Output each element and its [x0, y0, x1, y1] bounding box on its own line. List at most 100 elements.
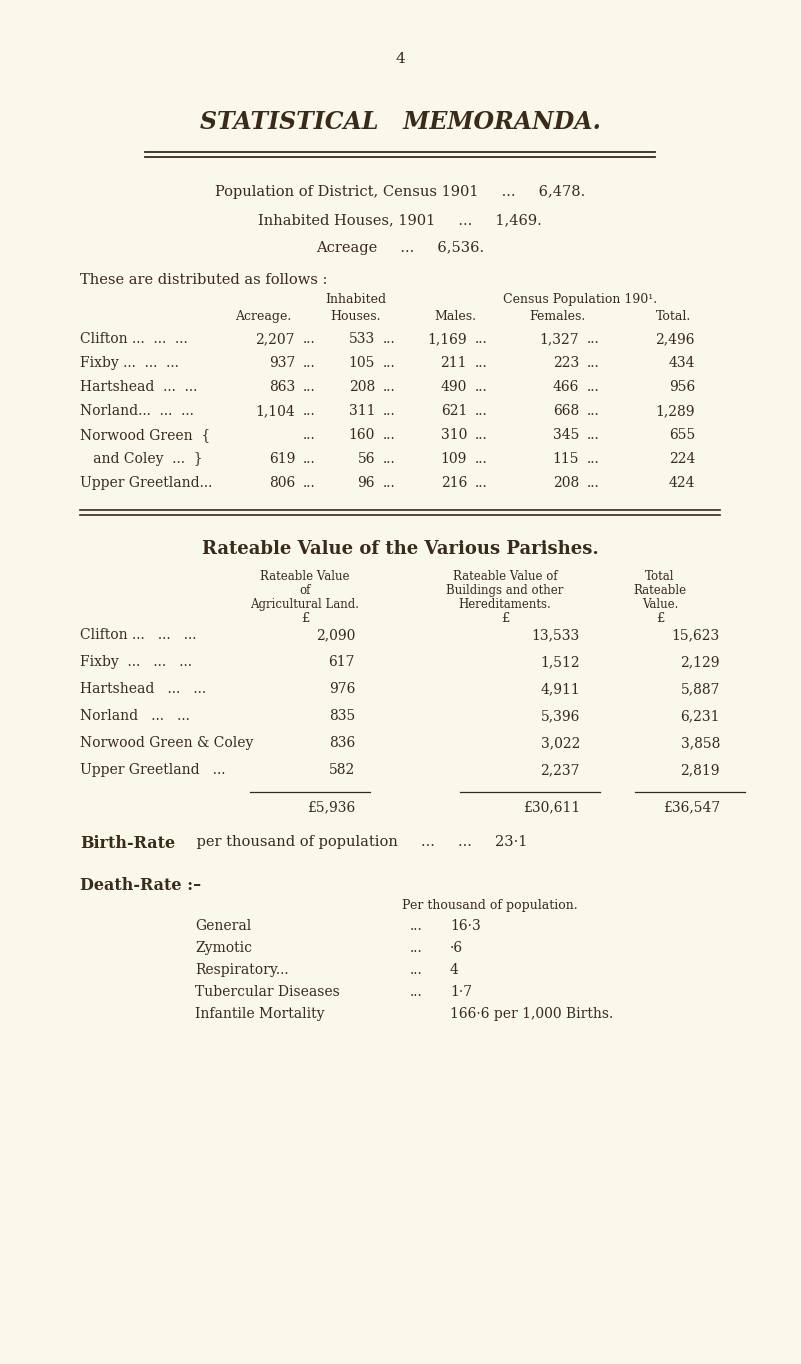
- Text: 208: 208: [348, 381, 375, 394]
- Text: Hereditaments.: Hereditaments.: [459, 597, 551, 611]
- Text: Total.: Total.: [656, 310, 691, 323]
- Text: Birth-Rate: Birth-Rate: [80, 835, 175, 852]
- Text: ...: ...: [587, 404, 600, 417]
- Text: ...: ...: [383, 428, 396, 442]
- Text: 2,237: 2,237: [541, 762, 580, 777]
- Text: 2,090: 2,090: [316, 627, 355, 642]
- Text: 56: 56: [357, 451, 375, 466]
- Text: Buildings and other: Buildings and other: [446, 584, 564, 597]
- Text: £30,611: £30,611: [523, 801, 580, 814]
- Text: ...: ...: [475, 428, 488, 442]
- Text: ...: ...: [383, 451, 396, 466]
- Text: 1,289: 1,289: [655, 404, 695, 417]
- Text: Rateable Value: Rateable Value: [260, 570, 350, 582]
- Text: 208: 208: [553, 476, 579, 490]
- Text: ...: ...: [410, 941, 423, 955]
- Text: Rateable: Rateable: [634, 584, 686, 597]
- Text: Population of District, Census 1901     ...     6,478.: Population of District, Census 1901 ... …: [215, 186, 585, 199]
- Text: ...: ...: [410, 919, 423, 933]
- Text: £: £: [501, 612, 509, 625]
- Text: 311: 311: [348, 404, 375, 417]
- Text: ...: ...: [475, 476, 488, 490]
- Text: 4: 4: [450, 963, 459, 977]
- Text: ...: ...: [410, 963, 423, 977]
- Text: 582: 582: [328, 762, 355, 777]
- Text: 345: 345: [553, 428, 579, 442]
- Text: These are distributed as follows :: These are distributed as follows :: [80, 273, 328, 286]
- Text: 621: 621: [441, 404, 467, 417]
- Text: 835: 835: [328, 709, 355, 723]
- Text: 96: 96: [357, 476, 375, 490]
- Text: per thousand of population     ...     ...     23·1: per thousand of population ... ... 23·1: [192, 835, 527, 848]
- Text: 619: 619: [268, 451, 295, 466]
- Text: 836: 836: [328, 737, 355, 750]
- Text: 16·3: 16·3: [450, 919, 481, 933]
- Text: ...: ...: [303, 331, 316, 346]
- Text: £: £: [301, 612, 309, 625]
- Text: Clifton ...   ...   ...: Clifton ... ... ...: [80, 627, 196, 642]
- Text: Tubercular Diseases: Tubercular Diseases: [195, 985, 340, 998]
- Text: 533: 533: [348, 331, 375, 346]
- Text: General: General: [195, 919, 252, 933]
- Text: 216: 216: [441, 476, 467, 490]
- Text: STATISTICAL   MEMORANDA.: STATISTICAL MEMORANDA.: [199, 110, 601, 134]
- Text: 1·7: 1·7: [450, 985, 472, 998]
- Text: £36,547: £36,547: [662, 801, 720, 814]
- Text: Zymotic: Zymotic: [195, 941, 252, 955]
- Text: Rateable Value of the Various Parishes.: Rateable Value of the Various Parishes.: [202, 540, 598, 558]
- Text: Death-Rate :–: Death-Rate :–: [80, 877, 201, 893]
- Text: 211: 211: [441, 356, 467, 370]
- Text: 5,396: 5,396: [541, 709, 580, 723]
- Text: 2,496: 2,496: [655, 331, 695, 346]
- Text: 166·6 per 1,000 Births.: 166·6 per 1,000 Births.: [450, 1007, 614, 1022]
- Text: ...: ...: [383, 404, 396, 417]
- Text: ·6: ·6: [450, 941, 463, 955]
- Text: 310: 310: [441, 428, 467, 442]
- Text: ...: ...: [303, 381, 316, 394]
- Text: ...: ...: [587, 476, 600, 490]
- Text: Respiratory...: Respiratory...: [195, 963, 288, 977]
- Text: ...: ...: [303, 428, 316, 442]
- Text: ...: ...: [475, 451, 488, 466]
- Text: 2,207: 2,207: [256, 331, 295, 346]
- Text: 466: 466: [553, 381, 579, 394]
- Text: ...: ...: [475, 404, 488, 417]
- Text: £5,936: £5,936: [307, 801, 355, 814]
- Text: 1,512: 1,512: [541, 655, 580, 668]
- Text: ...: ...: [475, 356, 488, 370]
- Text: 1,327: 1,327: [539, 331, 579, 346]
- Text: ...: ...: [303, 404, 316, 417]
- Text: 2,129: 2,129: [681, 655, 720, 668]
- Text: 160: 160: [348, 428, 375, 442]
- Text: Infantile Mortality: Infantile Mortality: [195, 1007, 324, 1022]
- Text: ...: ...: [383, 356, 396, 370]
- Text: 3,858: 3,858: [681, 737, 720, 750]
- Text: Norland   ...   ...: Norland ... ...: [80, 709, 190, 723]
- Text: Fixby ...  ...  ...: Fixby ... ... ...: [80, 356, 179, 370]
- Text: Norland...  ...  ...: Norland... ... ...: [80, 404, 194, 417]
- Text: 668: 668: [553, 404, 579, 417]
- Text: Males.: Males.: [434, 310, 476, 323]
- Text: ...: ...: [587, 451, 600, 466]
- Text: 109: 109: [441, 451, 467, 466]
- Text: Clifton ...  ...  ...: Clifton ... ... ...: [80, 331, 187, 346]
- Text: ...: ...: [587, 331, 600, 346]
- Text: Fixby  ...   ...   ...: Fixby ... ... ...: [80, 655, 192, 668]
- Text: 223: 223: [553, 356, 579, 370]
- Text: ...: ...: [383, 331, 396, 346]
- Text: ...: ...: [383, 381, 396, 394]
- Text: ...: ...: [587, 381, 600, 394]
- Text: ...: ...: [303, 451, 316, 466]
- Text: Hartshead   ...   ...: Hartshead ... ...: [80, 682, 206, 696]
- Text: Rateable Value of: Rateable Value of: [453, 570, 557, 582]
- Text: 1,169: 1,169: [428, 331, 467, 346]
- Text: 3,022: 3,022: [541, 737, 580, 750]
- Text: 13,533: 13,533: [532, 627, 580, 642]
- Text: ...: ...: [587, 356, 600, 370]
- Text: 617: 617: [328, 655, 355, 668]
- Text: of: of: [300, 584, 311, 597]
- Text: Total: Total: [646, 570, 674, 582]
- Text: Per thousand of population.: Per thousand of population.: [402, 899, 578, 913]
- Text: Census Population 190¹.: Census Population 190¹.: [503, 293, 657, 306]
- Text: 4,911: 4,911: [540, 682, 580, 696]
